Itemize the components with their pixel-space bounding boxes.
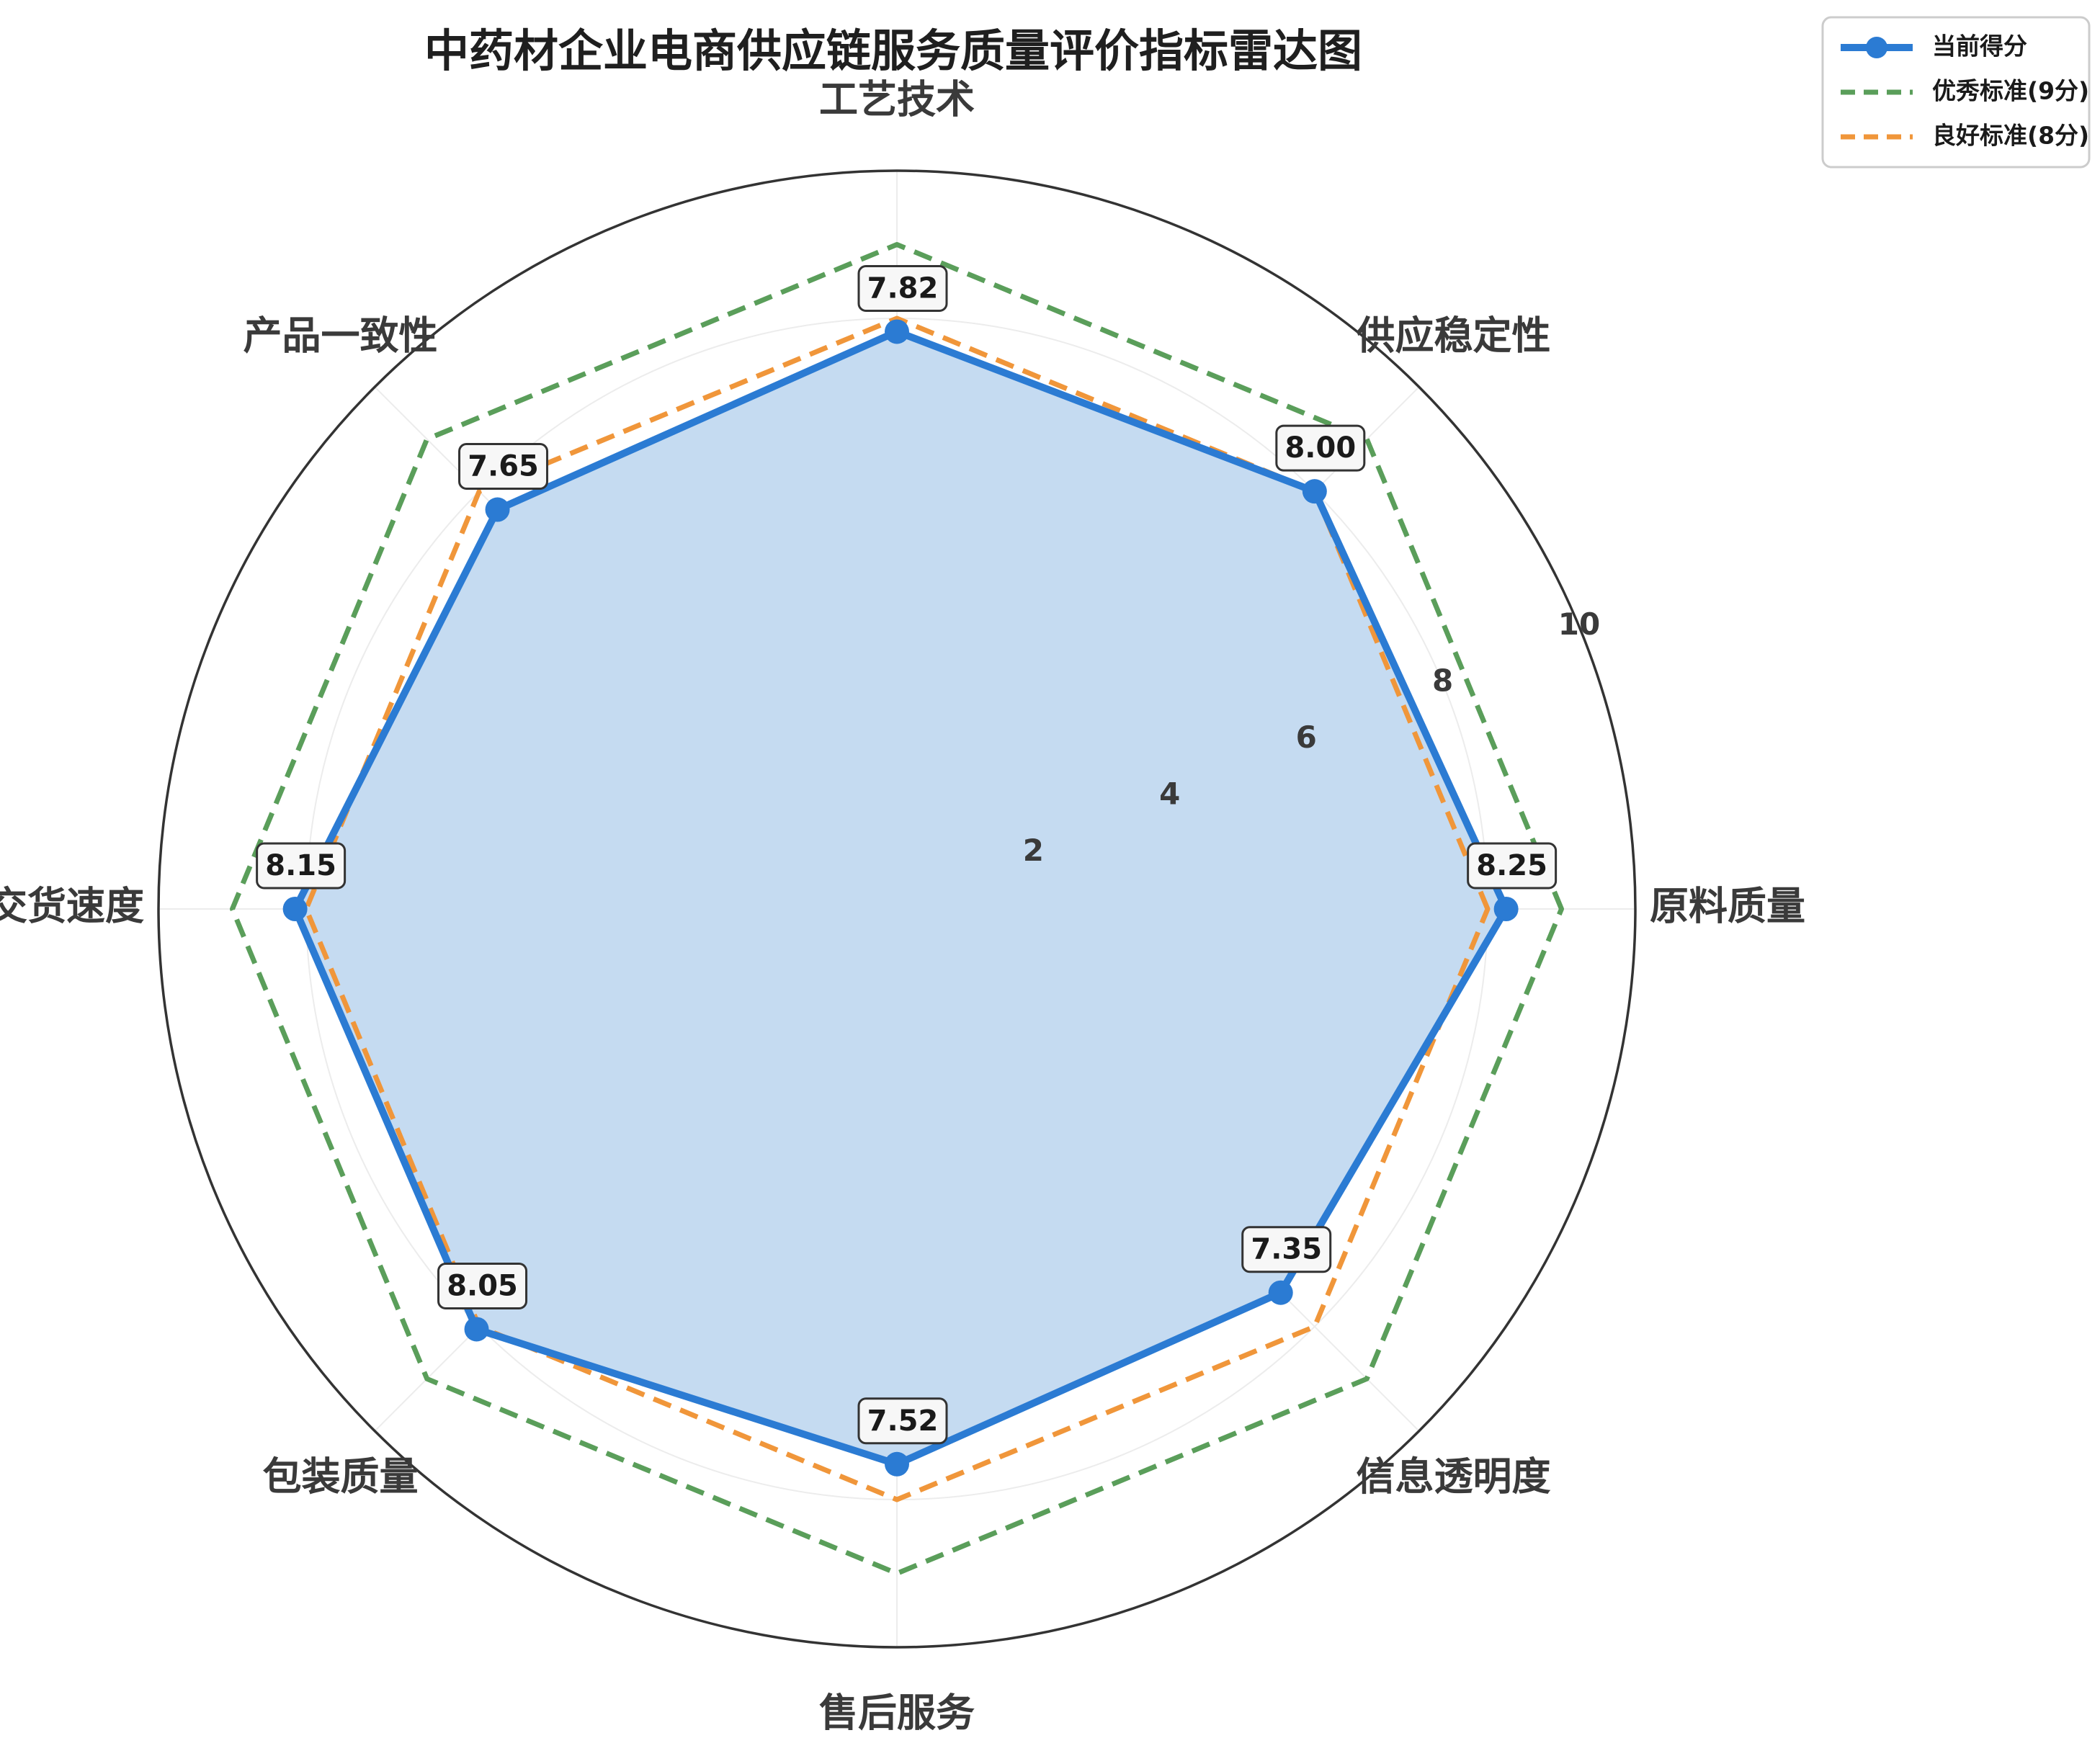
legend-label: 良好标准(8分) <box>1932 122 2089 150</box>
data-label: 8.25 <box>1476 849 1547 882</box>
current-score-point <box>885 1451 909 1477</box>
current-score-point <box>885 319 909 344</box>
data-label-box <box>857 264 948 312</box>
data-label: 7.52 <box>867 1405 939 1438</box>
category-label: 交货速度 <box>0 884 144 929</box>
current-score-point <box>1268 1280 1293 1305</box>
data-label-box <box>437 1262 528 1309</box>
radial-tick-label: 6 <box>1296 720 1317 755</box>
current-score-area <box>295 331 1506 1464</box>
data-label-box <box>458 443 549 491</box>
radial-tick-label: 8 <box>1432 663 1453 699</box>
data-label-box <box>1275 424 1366 472</box>
chart-title: 中药材企业电商供应链服务质量评价指标雷达图 <box>424 24 1362 77</box>
category-label: 信息透明度 <box>1357 1454 1551 1500</box>
data-label: 7.82 <box>867 272 939 305</box>
category-label: 包装质量 <box>262 1454 418 1500</box>
current-score-point <box>1493 897 1519 921</box>
data-label: 8.15 <box>265 849 336 882</box>
data-label: 8.00 <box>1284 431 1356 465</box>
category-label: 工艺技术 <box>819 77 975 122</box>
data-label-box <box>256 842 347 890</box>
category-label: 供应稳定性 <box>1357 313 1551 359</box>
category-label: 售后服务 <box>819 1690 975 1736</box>
data-label-box <box>857 1397 948 1445</box>
radial-tick-label: 10 <box>1558 606 1600 642</box>
data-label: 7.35 <box>1251 1233 1322 1266</box>
current-score-point <box>464 1317 489 1342</box>
data-label: 7.65 <box>468 450 539 483</box>
current-score-point <box>282 897 308 921</box>
polar-frame <box>157 169 1637 1649</box>
series-layer <box>230 242 1564 1576</box>
data-label-box <box>1241 1226 1332 1273</box>
excellent-standard-line <box>230 242 1564 1576</box>
radial-tick-label: 2 <box>1023 833 1044 868</box>
good-standard-line <box>303 315 1491 1502</box>
current-score-point <box>485 497 510 522</box>
legend-label: 当前得分 <box>1932 32 2027 61</box>
radial-tick-label: 4 <box>1159 776 1180 812</box>
data-label: 8.05 <box>447 1269 518 1302</box>
category-label: 原料质量 <box>1650 884 1805 929</box>
data-label-box <box>1467 842 1558 890</box>
current-score-point <box>1302 479 1327 504</box>
legend-label: 优秀标准(9分) <box>1932 77 2089 105</box>
category-label: 产品一致性 <box>243 313 437 359</box>
legend-box <box>1821 16 2091 169</box>
legend-marker-current <box>1866 37 1887 58</box>
